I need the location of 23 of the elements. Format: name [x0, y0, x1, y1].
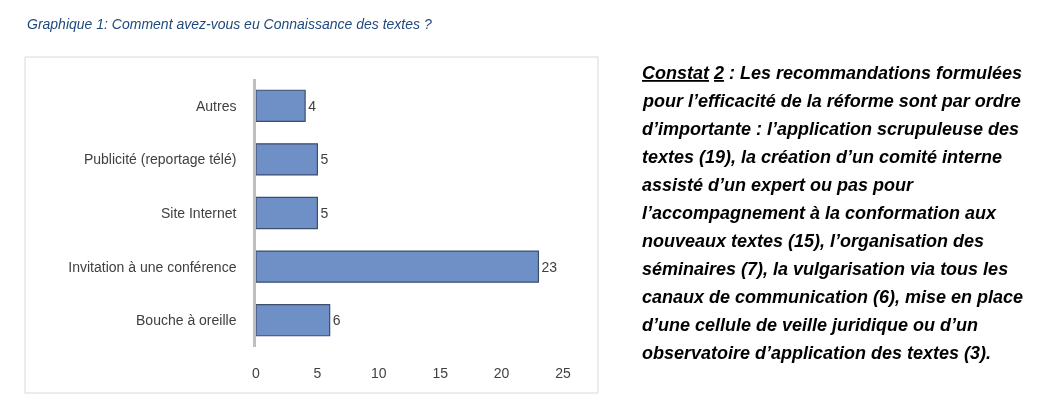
data-label: 23 — [541, 258, 558, 275]
y-tick-label: Site Internet — [160, 204, 237, 221]
x-tick-label: 25 — [555, 365, 571, 381]
y-tick-label: Autres — [195, 97, 237, 114]
bar — [256, 250, 540, 283]
x-tick-label: 0 — [252, 365, 261, 381]
x-tick-label: 5 — [313, 365, 322, 381]
x-tick-label: 20 — [493, 365, 510, 381]
y-tick-label: Invitation à une conférence — [68, 258, 237, 275]
y-tick-label: Publicité (reportage télé) — [83, 151, 237, 168]
data-label: 5 — [320, 151, 329, 168]
data-label: 5 — [320, 205, 329, 221]
chart-title: Graphique 1: Comment avez-vous eu Connaissance des textes ? — [27, 16, 432, 32]
bar — [256, 304, 331, 337]
x-tick-label: 10 — [371, 365, 387, 381]
bar — [256, 196, 318, 230]
bar — [256, 89, 306, 122]
bar — [256, 143, 318, 176]
y-tick-label: Bouche à oreille — [136, 312, 237, 329]
x-tick-label: 15 — [432, 365, 449, 381]
data-label: 6 — [332, 312, 341, 329]
data-label: 4 — [308, 97, 317, 114]
text: Constat 2 — [642, 63, 725, 83]
